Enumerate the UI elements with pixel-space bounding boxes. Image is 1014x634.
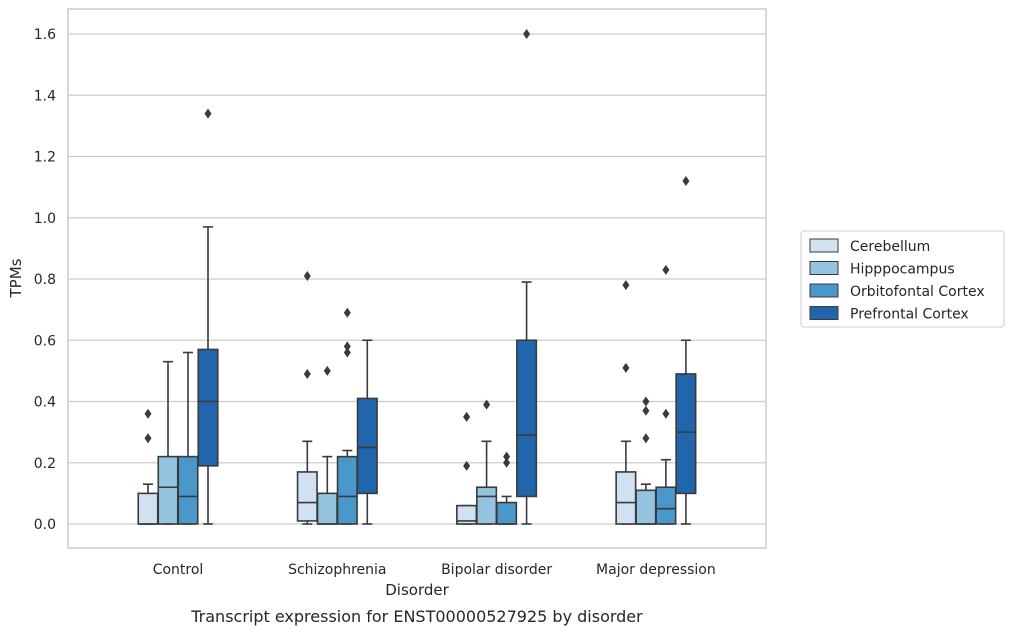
box-body <box>476 486 498 525</box>
legend-label: Cerebellum <box>850 239 930 255</box>
outlier-point <box>463 460 471 471</box>
y-tick-label: 1.2 <box>34 150 56 166</box>
x-axis-ticks: Control Schizophrenia Bipolar disorder Majo… <box>153 562 716 578</box>
outlier-point <box>144 433 152 444</box>
box-body <box>356 397 378 495</box>
box-hipppocampus <box>157 360 179 525</box>
outlier-point <box>343 341 351 352</box>
box-body <box>496 501 518 525</box>
outlier-point <box>503 457 511 468</box>
outlier-point <box>622 362 630 373</box>
box-prefrontal-cortex <box>197 108 219 525</box>
outlier-point <box>682 176 690 186</box>
outlier-point <box>642 433 650 444</box>
box-body <box>516 339 538 498</box>
y-axis-ticks: 0.0 0.2 0.4 0.6 0.8 1.0 1.2 1.4 1.6 <box>34 27 56 533</box>
box-prefrontal-cortex <box>516 29 538 525</box>
outlier-point <box>662 408 670 419</box>
box-orbitofontal-cortex <box>655 264 677 525</box>
outlier-point <box>642 405 650 416</box>
grid-lines <box>68 33 766 525</box>
outlier-point <box>642 396 650 407</box>
box-hipppocampus <box>316 365 338 525</box>
legend-swatch <box>809 238 839 253</box>
box-cerebellum <box>137 408 159 525</box>
legend-label: Orbitofontal Cortex <box>850 284 985 300</box>
y-tick-label: 1.6 <box>34 27 56 43</box>
box-prefrontal-cortex <box>675 176 697 525</box>
x-tick-label: Control <box>153 562 204 578</box>
x-axis-title: Disorder <box>385 581 449 599</box>
box-body <box>675 373 697 495</box>
box-prefrontal-cortex <box>356 339 378 525</box>
outlier-point <box>303 368 311 379</box>
outlier-point <box>343 307 351 318</box>
box-body <box>157 455 179 525</box>
y-axis-title: TPMs <box>7 258 25 298</box>
y-tick-label: 0.8 <box>34 272 56 288</box>
x-tick-label: Major depression <box>596 562 716 578</box>
outlier-point <box>622 280 630 291</box>
box-orbitofontal-cortex <box>336 307 358 525</box>
box-body <box>615 471 637 525</box>
legend-label: Hipppocampus <box>850 262 955 278</box>
box-hipppocampus <box>476 399 498 525</box>
outlier-point <box>483 399 491 410</box>
legend-swatch <box>809 306 839 320</box>
box-plot-area <box>137 29 697 525</box>
legend-swatch <box>809 283 839 298</box>
box-hipppocampus <box>635 396 657 525</box>
box-orbitofontal-cortex <box>496 451 518 525</box>
box-body <box>336 455 358 525</box>
plot-frame <box>67 8 767 549</box>
outlier-point <box>523 29 531 39</box>
y-tick-label: 0.6 <box>34 333 56 349</box>
box-cerebellum <box>296 270 318 525</box>
legend-swatch <box>809 261 839 275</box>
outlier-point <box>204 108 212 119</box>
y-tick-label: 0.2 <box>34 456 56 472</box>
x-tick-label: Schizophrenia <box>288 562 386 578</box>
outlier-point <box>144 408 152 419</box>
box-body <box>316 492 338 525</box>
legend-frame <box>800 230 1005 328</box>
y-tick-label: 0.4 <box>34 395 56 411</box>
box-body <box>296 471 318 522</box>
outlier-point <box>323 365 331 376</box>
outlier-point <box>662 264 670 275</box>
outlier-point <box>503 451 511 462</box>
box-cerebellum <box>456 411 478 525</box>
legend-label: Prefrontal Cortex <box>850 307 969 323</box>
box-body <box>635 489 657 525</box>
y-tick-label: 0.0 <box>34 517 56 533</box>
outlier-point <box>343 347 351 358</box>
y-tick-label: 1.0 <box>34 211 56 227</box>
outlier-point <box>303 270 311 281</box>
x-tick-label: Bipolar disorder <box>441 562 552 578</box>
box-body <box>655 486 677 525</box>
outlier-point <box>463 411 471 422</box>
box-body <box>177 455 199 525</box>
box-body <box>137 492 159 525</box>
box-orbitofontal-cortex <box>177 351 199 525</box>
y-tick-label: 1.4 <box>34 88 56 104</box>
chart-caption: Transcript expression for ENST0000052792… <box>190 607 643 626</box>
box-body <box>197 348 219 467</box>
legend: Cerebellum Hipppocampus Orbitofontal Corte… <box>800 230 1005 328</box>
